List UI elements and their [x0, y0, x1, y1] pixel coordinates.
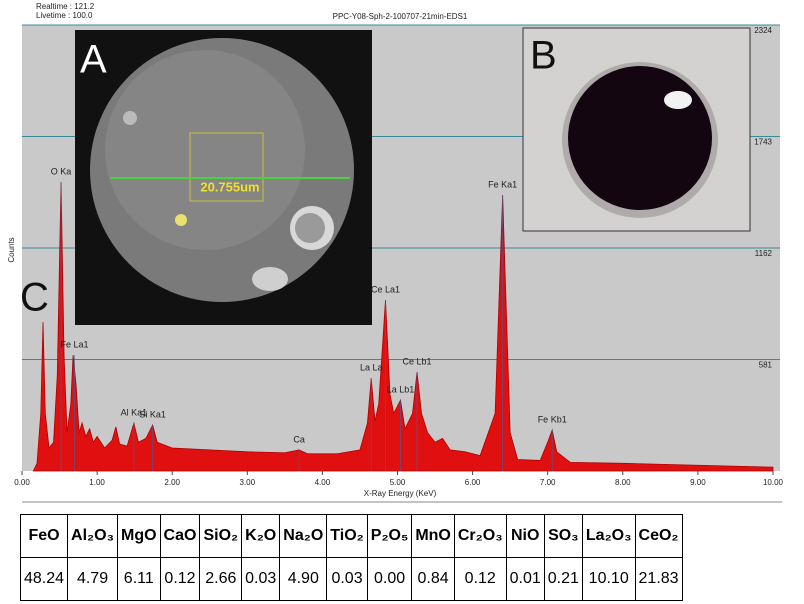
value-cell: 0.00 — [366, 557, 413, 601]
x-tick-label: 10.00 — [763, 478, 784, 487]
header-cell: TiO₂ — [326, 514, 368, 558]
chart-title: PPC-Y08-Sph-2-100707-21min-EDS1 — [333, 12, 468, 21]
header-cell: NiO — [505, 514, 545, 558]
inset-b: B — [522, 27, 751, 232]
x-tick-label: 6.00 — [465, 478, 481, 487]
value-cell: 4.90 — [279, 557, 328, 601]
x-axis-label: X-Ray Energy (KeV) — [364, 489, 437, 498]
y-tick-label: 1162 — [755, 249, 773, 258]
y-tick-label: 1743 — [754, 138, 772, 147]
spectrum — [32, 181, 774, 472]
header-cell: La₂O₃ — [581, 514, 636, 558]
x-tick-label: 4.00 — [315, 478, 331, 487]
value-cell: 21.83 — [634, 557, 683, 601]
peak-label: Al Ka1 — [121, 407, 148, 417]
peak-label: O Ka — [51, 166, 72, 176]
inset-a: 20.755um A — [75, 30, 372, 325]
header-left: Realtime : 121.2 — [36, 2, 95, 11]
panel-label: B — [530, 34, 557, 78]
peak-label: Fe La1 — [61, 339, 89, 349]
header-cell: SiO₂ — [199, 514, 243, 558]
header-cell: CeO₂ — [634, 514, 683, 558]
header-row: FeO Al₂O₃ MgO CaO SiO₂ K₂O Na₂O TiO₂ P₂O₅ MnO Cr₂O… — [19, 514, 683, 558]
header-cell: SO₃ — [543, 514, 583, 558]
panel-label: A — [80, 38, 107, 82]
x-tick-label: 9.00 — [690, 478, 706, 487]
header-cell: Cr₂O₃ — [453, 514, 507, 558]
header-left: Livetime : 100.0 — [36, 11, 93, 20]
panel-label: C — [20, 276, 49, 320]
y-axis-label: Counts — [7, 237, 16, 262]
header-cell: K₂O — [241, 514, 281, 558]
header-cell: MgO — [117, 514, 161, 558]
peak-label: Ce Lb1 — [403, 356, 432, 366]
value-cell: 0.12 — [453, 557, 507, 601]
x-tick-label: 5.00 — [390, 478, 406, 487]
header-cell: Na₂O — [279, 514, 328, 558]
peak-label: Ce La1 — [371, 284, 400, 294]
peak-label: Fe Kb1 — [538, 414, 567, 424]
value-cell: 0.01 — [505, 557, 545, 601]
header-cell: CaO — [159, 514, 201, 558]
chart: Realtime : 121.2 Livetime : 100.0 PPC-Y0… — [7, 2, 784, 503]
peak-label: La La — [360, 362, 383, 372]
value-cell: 48.24 — [19, 557, 69, 601]
peak-label: Ca — [293, 434, 305, 444]
value-cell: 0.84 — [411, 557, 455, 601]
header-cell: MnO — [411, 514, 455, 558]
value-cell: 4.79 — [67, 557, 118, 601]
value-cell: 6.11 — [117, 557, 161, 601]
value-cell: 0.21 — [543, 557, 583, 601]
y-tick-label: 581 — [759, 361, 773, 370]
composition-table: FeO Al₂O₃ MgO CaO SiO₂ K₂O Na₂O TiO₂ P₂O₅ MnO Cr₂O… — [19, 514, 683, 601]
value-cell: 2.66 — [199, 557, 243, 601]
value-cell: 10.10 — [581, 557, 636, 601]
value-row: 48.24 4.79 6.11 0.12 2.66 0.03 4.90 0.03 0.00 0.8… — [19, 557, 683, 601]
header-cell: Al₂O₃ — [67, 514, 118, 558]
value-cell: 0.03 — [326, 557, 368, 601]
x-tick-label: 8.00 — [615, 478, 631, 487]
header-cell: P₂O₅ — [366, 514, 413, 558]
value-cell: 0.12 — [159, 557, 201, 601]
x-tick-label: 1.00 — [89, 478, 105, 487]
scale-bar-label: 20.755um — [200, 179, 259, 194]
x-tick-label: 0.00 — [14, 478, 30, 487]
x-tick-label: 7.00 — [540, 478, 556, 487]
peak-label: Fe Ka1 — [488, 179, 517, 189]
peak-label: Si Ka1 — [139, 409, 166, 419]
x-tick-label: 3.00 — [240, 478, 256, 487]
peak-label: La Lb1 — [387, 384, 415, 394]
y-tick-label: 2324 — [754, 26, 772, 35]
x-tick-label: 2.00 — [164, 478, 180, 487]
value-cell: 0.03 — [241, 557, 281, 601]
header-cell: FeO — [19, 514, 69, 558]
